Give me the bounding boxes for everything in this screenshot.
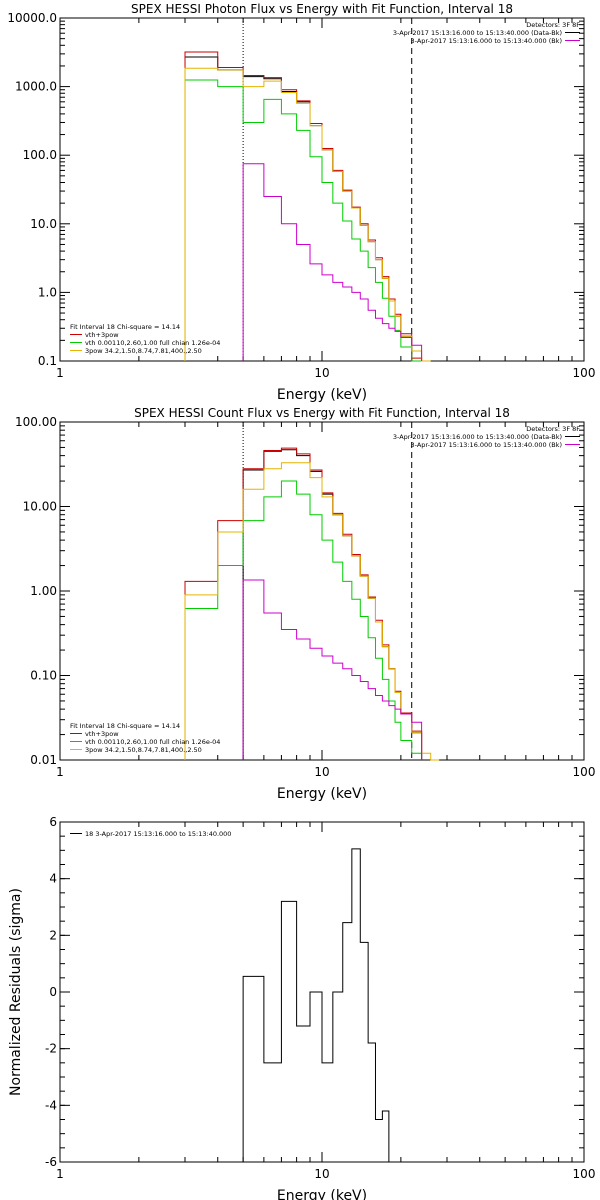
series-line-4 [242, 163, 423, 361]
legend-entry: 3-Apr-2017 15:13:16.000 to 15:13:40.000 … [393, 29, 562, 37]
series-line-1 [184, 51, 423, 361]
photon-flux-panel: SPEX HESSI Photon Flux vs Energy with Fi… [7, 2, 595, 403]
y-tick-label: 10000.0 [7, 11, 57, 25]
y-tick-label: 1000.0 [15, 80, 57, 94]
x-tick-label: 1 [56, 765, 64, 779]
y-tick-label: 10.00 [23, 500, 57, 514]
y-axis-label: Normalized Residuals (sigma) [8, 888, 24, 1096]
y-tick-label: 100.0 [23, 148, 57, 162]
series-line-2 [184, 480, 423, 760]
y-tick-label: -2 [45, 1042, 57, 1056]
y-tick-label: 100.00 [15, 415, 57, 429]
x-axis-label: Energy (keV) [277, 786, 367, 802]
series-line-4 [242, 579, 423, 760]
series-line-0 [242, 848, 390, 1162]
x-tick-label: 100 [573, 1167, 596, 1181]
x-tick-label: 1 [56, 366, 64, 380]
legend-entry: 3-Apr-2017 15:13:16.000 to 15:13:40.000 … [411, 441, 562, 449]
x-axis-label: Energy (keV) [277, 387, 367, 403]
y-tick-label: 6 [49, 815, 57, 829]
series-line-3 [184, 462, 440, 761]
residuals-panel: Energy (keV) Normalized Residuals (sigma… [8, 815, 595, 1200]
y-tick-label: 1.00 [30, 584, 57, 598]
legend-entry: 3-Apr-2017 15:13:16.000 to 15:13:40.000 … [393, 433, 562, 441]
count-flux-panel: SPEX HESSI Count Flux vs Energy with Fit… [15, 406, 595, 802]
legend-entry: vth+3pow [85, 331, 119, 339]
y-tick-label: 0 [49, 985, 57, 999]
y-tick-label: -4 [45, 1098, 57, 1112]
series-line-0 [184, 56, 422, 362]
x-tick-label: 100 [573, 366, 596, 380]
chart-title: SPEX HESSI Photon Flux vs Energy with Fi… [131, 2, 513, 16]
y-tick-label: 0.10 [30, 669, 57, 683]
legend-entry: 3pow 34.2,1.50,8.74,7.81,400.,2.50 [85, 347, 202, 355]
x-tick-label: 10 [314, 1167, 329, 1181]
x-tick-label: 100 [573, 765, 596, 779]
legend-entry: vth 0.00110,2.60,1.00 full chian 1.26e-0… [85, 339, 220, 347]
legend-entry: 3pow 34.2,1.50,8.74,7.81,400.,2.50 [85, 746, 202, 754]
x-tick-label: 10 [314, 765, 329, 779]
x-tick-label: 10 [314, 366, 329, 380]
y-tick-label: 0.01 [30, 753, 57, 767]
x-axis-label: Energy (keV) [277, 1188, 367, 1200]
y-tick-label: -6 [45, 1155, 57, 1169]
legend-header: Fit Interval 18 Chi-square = 14.14 [70, 323, 180, 331]
y-tick-label: 10.0 [30, 217, 57, 231]
legend-entry: 3-Apr-2017 15:13:16.000 to 15:13:40.000 … [411, 37, 562, 45]
legend-entry: 18 3-Apr-2017 15:13:16.000 to 15:13:40.0… [85, 830, 231, 838]
chart-title: SPEX HESSI Count Flux vs Energy with Fit… [134, 406, 510, 420]
y-tick-label: 2 [49, 928, 57, 942]
series-line-2 [184, 79, 422, 362]
plot-frame [59, 17, 585, 362]
x-tick-label: 1 [56, 1167, 64, 1181]
legend-header: Fit Interval 18 Chi-square = 14.14 [70, 722, 180, 730]
y-tick-label: 0.1 [38, 354, 57, 368]
series-line-3 [184, 67, 431, 362]
legend-entry: vth 0.00110,2.60,1.00 full chian 1.26e-0… [85, 738, 220, 746]
legend-entry: vth+3pow [85, 730, 119, 738]
legend-header: Detectors: 3F 8F [526, 21, 580, 29]
y-tick-label: 1.0 [38, 285, 57, 299]
series-line-1 [184, 447, 423, 760]
legend-header: Detectors: 3F 8F [526, 425, 580, 433]
y-tick-label: 4 [49, 872, 57, 886]
